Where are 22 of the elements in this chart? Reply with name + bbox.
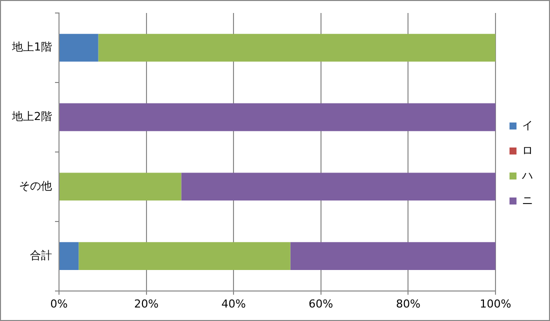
y-tick-label: 地上2階 xyxy=(11,110,52,124)
legend-label: ハ xyxy=(521,168,533,182)
bar xyxy=(98,34,496,62)
legend-label: イ xyxy=(522,118,533,132)
bar xyxy=(60,172,182,201)
x-tick-label: 20% xyxy=(134,297,159,310)
bar xyxy=(290,242,496,270)
x-tick-label: 40% xyxy=(221,297,246,310)
x-tick-label: 100% xyxy=(480,297,512,310)
bar xyxy=(60,34,98,62)
bar xyxy=(60,242,79,270)
bar xyxy=(181,172,496,201)
legend-label: ロ xyxy=(522,144,533,157)
y-tick-label: その他 xyxy=(19,179,52,192)
x-tick-label: 80% xyxy=(396,297,420,310)
y-tick-label: 合計 xyxy=(30,248,52,262)
bar xyxy=(78,242,290,270)
bar xyxy=(60,103,496,132)
y-tick-label: 地上1階 xyxy=(11,40,52,54)
x-tick-label: 60% xyxy=(308,297,334,310)
x-tick-label: 0% xyxy=(50,297,68,310)
legend-label: ニ xyxy=(522,194,533,207)
